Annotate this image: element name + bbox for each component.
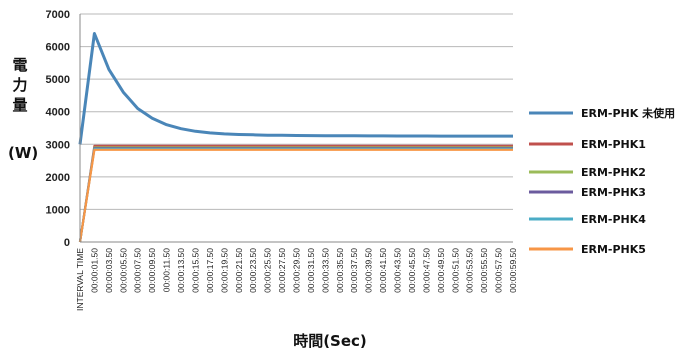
x-tick-label: 00:00:31.50 (306, 248, 316, 293)
y-tick-label: 4000 (46, 107, 70, 119)
legend-label: ERM-PHK5 (581, 243, 646, 256)
y-axis-label: 電力量 (12, 56, 27, 114)
x-tick-label: 00:00:11.50 (162, 248, 172, 293)
x-tick-label: 00:00:07.50 (133, 248, 143, 293)
x-tick-label: 00:00:15.50 (190, 248, 200, 293)
series-line-2 (78, 146, 513, 243)
y-axis-unit: (W) (8, 144, 38, 162)
y-tick-label: 7000 (46, 9, 70, 21)
y-axis-ticks: 0 1000 2000 3000 4000 5000 6000 7000 (46, 9, 70, 249)
x-tick-label: 00:00:05.50 (118, 248, 128, 293)
x-tick-label: 00:00:03.50 (104, 248, 114, 293)
x-tick-label: 00:00:25.50 (263, 248, 273, 293)
x-tick-label: 00:00:47.50 (421, 248, 431, 293)
x-tick-label: 00:00:39.50 (364, 248, 374, 293)
x-tick-label: 00:00:59.50 (508, 248, 518, 293)
x-axis-label: 時間(Sec) (293, 332, 367, 350)
x-tick-label: 00:00:09.50 (147, 248, 157, 293)
gridlines (80, 13, 513, 210)
x-tick-label: 00:00:17.50 (205, 248, 215, 293)
x-tick-label: 00:00:27.50 (277, 248, 287, 293)
series-line-4 (78, 147, 513, 243)
legend-label: ERM-PHK 未使用 (581, 106, 675, 120)
x-tick-label: 00:00:53.50 (465, 248, 475, 293)
x-tick-label: 00:00:35.50 (335, 248, 345, 293)
y-tick-label: 2000 (46, 172, 70, 184)
x-tick-label: 00:00:33.50 (320, 248, 330, 293)
legend-label: ERM-PHK2 (581, 166, 646, 179)
x-tick-label: 00:00:43.50 (393, 248, 403, 293)
legend-label: ERM-PHK4 (581, 213, 646, 226)
y-tick-label: 0 (64, 237, 70, 249)
legend-label: ERM-PHK1 (581, 138, 646, 151)
series-lines (78, 32, 513, 243)
x-tick-label: 00:00:01.50 (89, 248, 99, 293)
x-tick-label: 00:00:21.50 (234, 248, 244, 293)
series-line-5 (78, 148, 513, 243)
legend: ERM-PHK 未使用 ERM-PHK1 ERM-PHK2 ERM-PHK3 ERM-P… (529, 106, 675, 256)
series-line-3 (78, 147, 513, 243)
legend-label: ERM-PHK3 (581, 186, 646, 199)
x-tick-label: 00:00:55.50 (479, 248, 489, 293)
y-tick-label: 3000 (46, 139, 70, 151)
x-tick-label: 00:00:19.50 (219, 248, 229, 293)
x-tick-label: 00:00:45.50 (407, 248, 417, 293)
x-tick-label: 00:00:57.50 (494, 248, 504, 293)
x-tick-label: 00:00:13.50 (176, 248, 186, 293)
x-tick-label: 00:00:41.50 (378, 248, 388, 293)
y-tick-label: 1000 (46, 204, 70, 216)
series-line-1 (78, 144, 513, 243)
x-axis-ticks: INTERVAL TIME 00:00:01.50 00:00:03.50 00:00… (75, 248, 518, 311)
axes (79, 14, 513, 243)
x-tick-label: 00:00:23.50 (248, 248, 258, 293)
y-tick-label: 5000 (46, 74, 70, 86)
series-line-unused (78, 32, 513, 145)
x-tick-label: 00:00:37.50 (349, 248, 359, 293)
x-tick-label: 00:00:51.50 (450, 248, 460, 293)
x-tick-label: 00:00:49.50 (436, 248, 446, 293)
x-tick-label: 00:00:29.50 (292, 248, 302, 293)
x-tick-label: INTERVAL TIME (75, 248, 85, 311)
y-tick-label: 6000 (46, 42, 70, 54)
